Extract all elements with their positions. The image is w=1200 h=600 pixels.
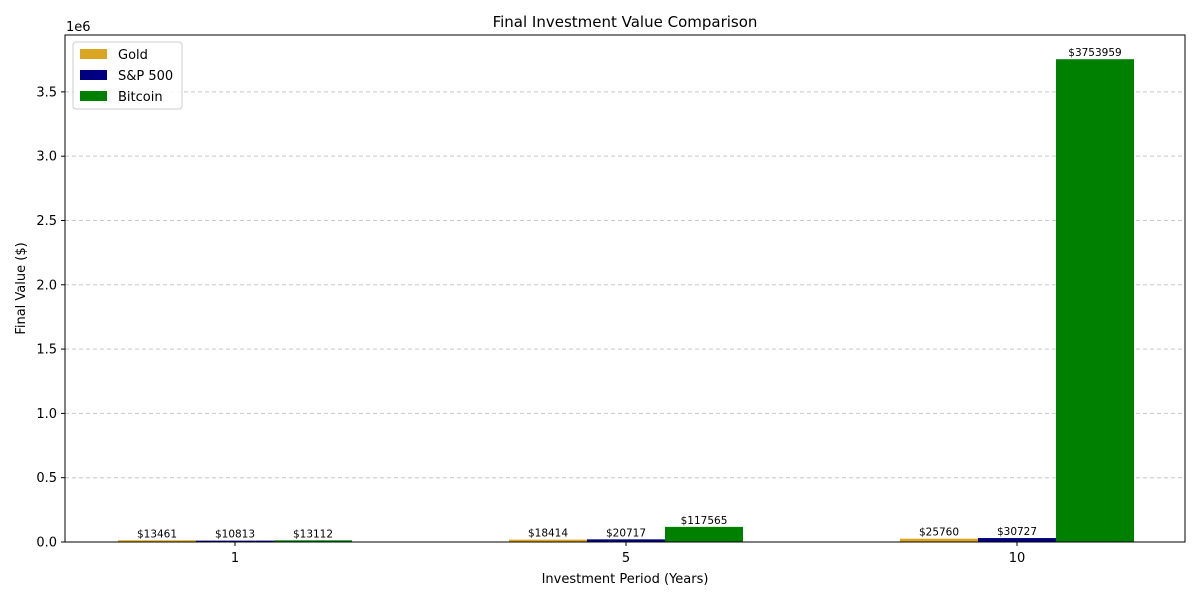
bar-bitcoin-1 xyxy=(274,540,352,542)
bar-gold-5 xyxy=(509,539,587,542)
bar-bitcoin-10 xyxy=(1056,59,1134,543)
bar-value-label: $13112 xyxy=(293,528,333,540)
legend-swatch xyxy=(80,49,107,59)
legend-label: Gold xyxy=(118,48,148,63)
bar-s-p-500-1 xyxy=(196,540,274,542)
y-tick-label: 1.5 xyxy=(36,343,57,358)
bars xyxy=(118,59,1134,543)
legend-label: S&P 500 xyxy=(118,69,173,84)
bar-value-label: $20717 xyxy=(606,527,646,539)
x-tick-label: 10 xyxy=(1009,551,1026,566)
bar-s-p-500-5 xyxy=(587,539,665,542)
x-tick-label: 5 xyxy=(622,551,630,566)
bar-value-label: $10813 xyxy=(215,529,255,541)
bar-bitcoin-5 xyxy=(665,526,743,542)
bar-value-label: $18414 xyxy=(528,528,568,540)
legend-swatch xyxy=(80,70,107,80)
bar-s-p-500-10 xyxy=(978,538,1056,542)
y-tick-label: 0.5 xyxy=(36,471,57,486)
bar-gold-10 xyxy=(900,538,978,542)
y-tick-label: 2.5 xyxy=(36,214,57,229)
legend-swatch xyxy=(80,91,107,101)
axis-ticks: 0.0 0.5 1.0 1.5 2.0 2.5 3.0 3.5 1 5 10 xyxy=(36,85,1025,566)
bar-value-label: $30727 xyxy=(997,526,1037,538)
x-axis-label: Investment Period (Years) xyxy=(542,572,709,587)
y-tick-label: 1.0 xyxy=(36,407,57,422)
chart-title: Final Investment Value Comparison xyxy=(493,13,758,31)
bar-value-label: $117565 xyxy=(681,515,728,527)
bar-value-label: $25760 xyxy=(919,527,959,539)
legend: Gold S&P 500 Bitcoin xyxy=(72,41,183,110)
bar-value-label: $3753959 xyxy=(1068,47,1121,59)
bar-gold-1 xyxy=(118,540,196,542)
y-axis-label: Final Value ($) xyxy=(14,242,29,334)
y-tick-label: 2.0 xyxy=(36,278,57,293)
bar-value-labels: $13461 $18414 $25760 $10813 $20717 $30727 $131… xyxy=(137,47,1122,540)
x-tick-label: 1 xyxy=(231,551,239,566)
y-offset-label: 1e6 xyxy=(66,20,91,35)
bar-value-label: $13461 xyxy=(137,528,177,540)
axes-frame xyxy=(64,34,1186,543)
y-tick-label: 3.0 xyxy=(36,150,57,165)
grid-lines xyxy=(65,91,1185,479)
y-tick-label: 0.0 xyxy=(36,536,57,551)
y-tick-label: 3.5 xyxy=(36,85,57,100)
legend-label: Bitcoin xyxy=(118,90,163,105)
